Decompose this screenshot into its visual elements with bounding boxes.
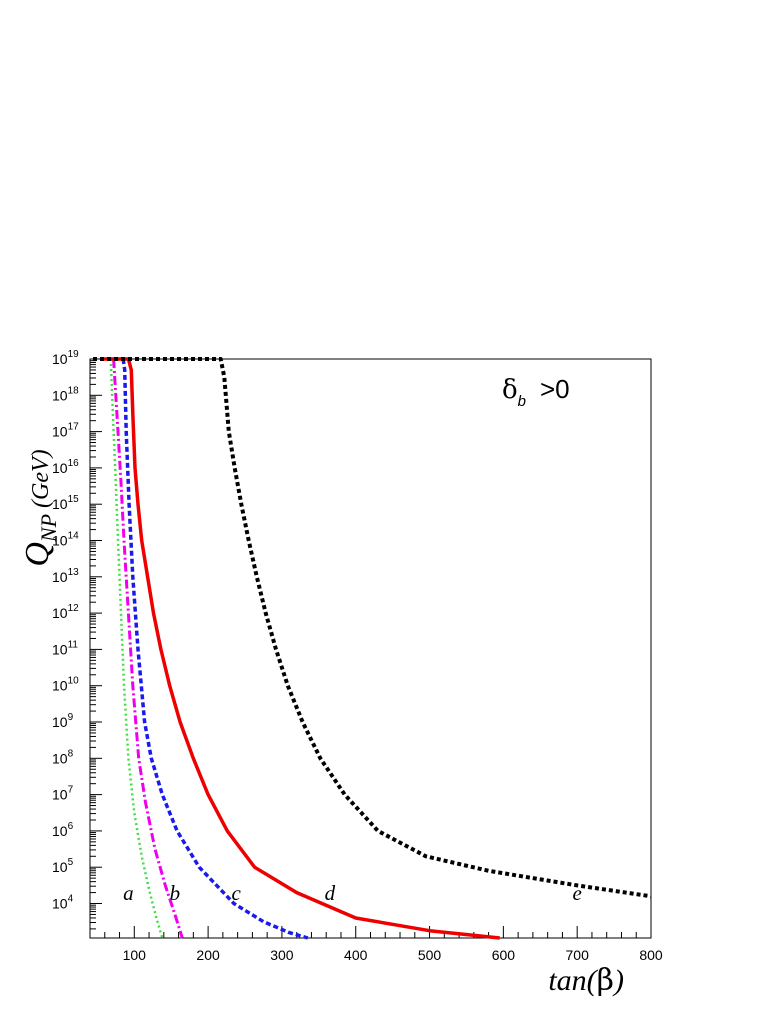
y-tick-label: 1010 <box>52 676 79 694</box>
annotation: δb >0 <box>502 374 570 410</box>
series-line-e <box>93 357 652 899</box>
series-line-c <box>121 358 309 940</box>
y-tick-label: 1017 <box>52 422 79 440</box>
series-group <box>93 357 652 940</box>
y-tick-label: 107 <box>52 785 74 803</box>
curve-label-a: a <box>123 881 134 905</box>
plot-frame <box>89 358 652 939</box>
y-tick-label: 105 <box>52 857 74 875</box>
x-tick-label: 400 <box>344 947 368 963</box>
y-tick-label: 1016 <box>52 458 79 476</box>
y-tick-label: 1015 <box>52 494 79 512</box>
y-tick-label: 1013 <box>52 567 79 585</box>
y-tick-label: 1011 <box>52 639 78 657</box>
x-tick-label: 500 <box>418 947 442 963</box>
x-tick-label: 200 <box>196 947 220 963</box>
curve-label-d: d <box>325 881 336 905</box>
series-line-b <box>112 358 184 939</box>
series-line-a <box>109 358 164 939</box>
x-tick-label: 100 <box>123 947 147 963</box>
series-line-d <box>101 357 500 940</box>
y-tick-label: 1014 <box>52 531 79 549</box>
y-axis-title: QNP (GeV) <box>19 449 61 566</box>
x-axis-ticks: 100 200 300 400 500 600 700 800 <box>89 926 663 963</box>
curve-label-b: b <box>170 881 181 905</box>
x-axis-title: tan(β) <box>548 963 624 998</box>
curve-label-c: c <box>231 881 241 905</box>
curve-label-e: e <box>573 881 582 905</box>
y-tick-label: 106 <box>52 821 74 839</box>
y-tick-label: 1019 <box>52 349 79 367</box>
y-tick-label: 104 <box>52 894 74 912</box>
x-tick-label: 700 <box>566 947 590 963</box>
x-tick-label: 600 <box>492 947 516 963</box>
y-axis-ticks: 104 105 106 107 108 109 1010 1011 1012 1013 1014 10… <box>52 349 102 930</box>
y-tick-label: 108 <box>52 748 74 766</box>
x-tick-label: 800 <box>639 947 663 963</box>
y-tick-label: 109 <box>52 712 74 730</box>
curve-labels: a b c d e <box>123 881 582 905</box>
y-tick-label: 1018 <box>52 385 79 403</box>
y-tick-label: 1012 <box>52 603 79 621</box>
x-tick-label: 300 <box>270 947 294 963</box>
